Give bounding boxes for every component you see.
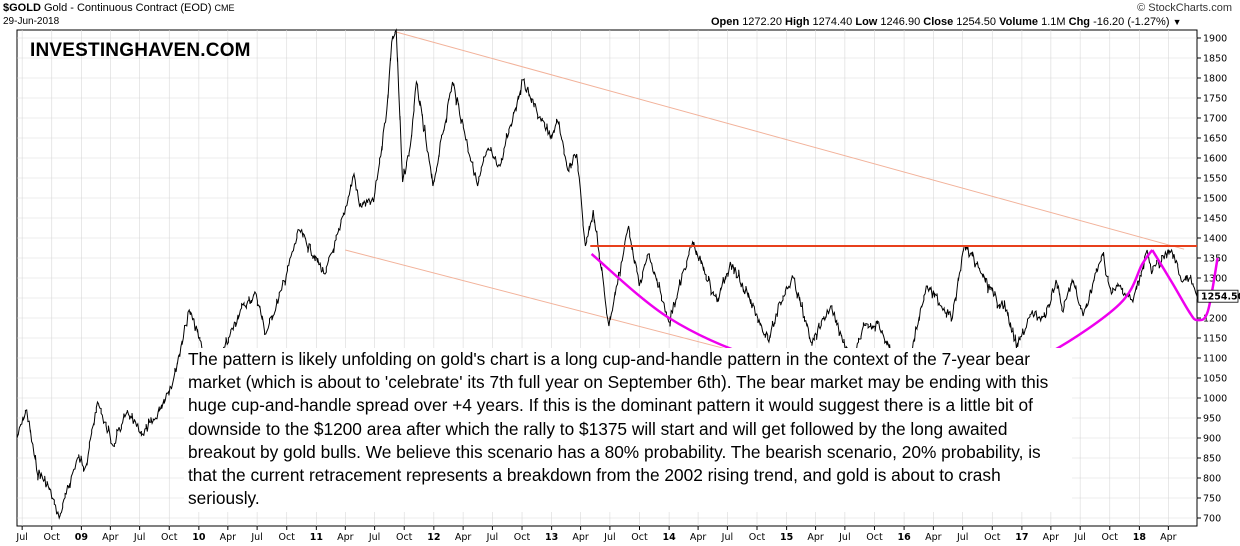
x-tick-label: Apr: [455, 532, 472, 543]
x-tick-label: Apr: [925, 532, 942, 543]
chart-symbol: $GOLD: [3, 2, 41, 14]
y-tick-label: 900: [1203, 434, 1221, 445]
x-tick-label: Jul: [486, 532, 498, 543]
chart-exchange: CME: [214, 3, 235, 13]
y-tick-label: 1200: [1203, 314, 1227, 325]
x-tick-label: Oct: [1102, 532, 1119, 543]
x-tick-label: Jul: [956, 532, 968, 543]
x-tick-label: Oct: [161, 532, 178, 543]
x-tick-label: 17: [1015, 532, 1028, 543]
low-value: 1246.90: [880, 16, 921, 28]
x-tick-label: Jul: [133, 532, 145, 543]
x-tick-label: 15: [780, 532, 793, 543]
x-tick-label: 16: [897, 532, 911, 543]
y-tick-label: 800: [1203, 474, 1221, 485]
low-label: Low: [855, 16, 878, 28]
volume-label: Volume: [999, 16, 1039, 28]
x-tick-label: 13: [545, 532, 558, 543]
chg-value: -16.20 (-1.27%): [1093, 16, 1170, 28]
close-value: 1254.50: [956, 16, 997, 28]
y-tick-label: 1600: [1203, 154, 1227, 165]
x-tick-label: Oct: [631, 532, 648, 543]
x-tick-label: 18: [1133, 532, 1147, 543]
y-tick-label: 1050: [1203, 374, 1227, 385]
x-tick-label: Jul: [838, 532, 850, 543]
y-tick-label: 1650: [1203, 134, 1227, 145]
y-tick-label: 1350: [1203, 254, 1227, 265]
x-tick-label: 12: [427, 532, 440, 543]
y-tick-label: 1450: [1203, 214, 1227, 225]
brand-watermark: INVESTINGHAVEN.COM: [30, 40, 251, 61]
y-tick-label: 700: [1203, 514, 1221, 525]
y-tick-label: 950: [1203, 414, 1221, 425]
x-tick-label: Apr: [220, 532, 237, 543]
y-tick-label: 1150: [1203, 334, 1227, 345]
x-tick-label: Apr: [1043, 532, 1060, 543]
x-tick-label: Jul: [15, 532, 27, 543]
x-tick-label: Jul: [1073, 532, 1085, 543]
y-tick-label: 1700: [1203, 114, 1227, 125]
y-tick-label: 750: [1203, 494, 1221, 505]
y-tick-label: 1800: [1203, 74, 1227, 85]
y-tick-label: 1000: [1203, 394, 1227, 405]
y-tick-label: 1550: [1203, 174, 1227, 185]
y-tick-label: 850: [1203, 454, 1221, 465]
y-tick-label: 1500: [1203, 194, 1227, 205]
high-value: 1274.40: [812, 16, 853, 28]
x-tick-label: Oct: [984, 532, 1001, 543]
x-tick-label: Apr: [337, 532, 354, 543]
volume-value: 1.1M: [1041, 16, 1066, 28]
x-tick-label: Oct: [514, 532, 531, 543]
x-tick-label: Jul: [603, 532, 615, 543]
x-tick-label: Apr: [1160, 532, 1177, 543]
x-tick-label: Apr: [690, 532, 707, 543]
x-tick-label: Jul: [721, 532, 733, 543]
x-tick-label: 11: [310, 532, 323, 543]
x-tick-label: Jul: [250, 532, 262, 543]
y-tick-label: 1900: [1203, 34, 1227, 45]
chart-symbol-line: $GOLD Gold - Continuous Contract (EOD) C…: [3, 2, 235, 14]
chart-contract-name: Gold - Continuous Contract (EOD): [43, 2, 212, 14]
x-tick-label: Oct: [279, 532, 296, 543]
chart-date: 29-Jun-2018: [3, 16, 60, 27]
open-value: 1272.20: [742, 16, 782, 28]
x-tick-label: Apr: [807, 532, 824, 543]
x-tick-label: Jul: [368, 532, 380, 543]
x-tick-label: Oct: [749, 532, 766, 543]
x-tick-label: Oct: [866, 532, 883, 543]
y-tick-label: 1400: [1203, 234, 1227, 245]
y-tick-label: 1850: [1203, 54, 1227, 65]
close-label: Close: [923, 16, 954, 28]
last-price-box: [1197, 289, 1239, 303]
x-tick-label: 09: [75, 532, 88, 543]
last-price-label: 1254.50: [1201, 292, 1240, 303]
open-label: Open: [711, 16, 740, 28]
handle-curve: [1151, 249, 1219, 322]
high-label: High: [785, 16, 810, 28]
chg-label: Chg: [1068, 16, 1091, 28]
upper-channel-line: [396, 31, 1185, 250]
x-tick-label: Oct: [396, 532, 413, 543]
x-tick-label: Oct: [44, 532, 61, 543]
ohlc-readout: Open 1272.20 High 1274.40 Low 1246.90 Cl…: [711, 16, 1182, 28]
x-tick-label: Apr: [102, 532, 119, 543]
y-tick-label: 1100: [1203, 354, 1227, 365]
y-tick-label: 1750: [1203, 94, 1227, 105]
stockcharts-credit: © StockCharts.com: [1137, 2, 1232, 14]
chart-annotation-text: The pattern is likely unfolding on gold'…: [184, 348, 1072, 513]
x-tick-label: Apr: [572, 532, 589, 543]
x-tick-label: 10: [192, 532, 206, 543]
chg-down-arrow-icon: ▼: [1172, 17, 1182, 27]
x-tick-label: 14: [663, 532, 677, 543]
